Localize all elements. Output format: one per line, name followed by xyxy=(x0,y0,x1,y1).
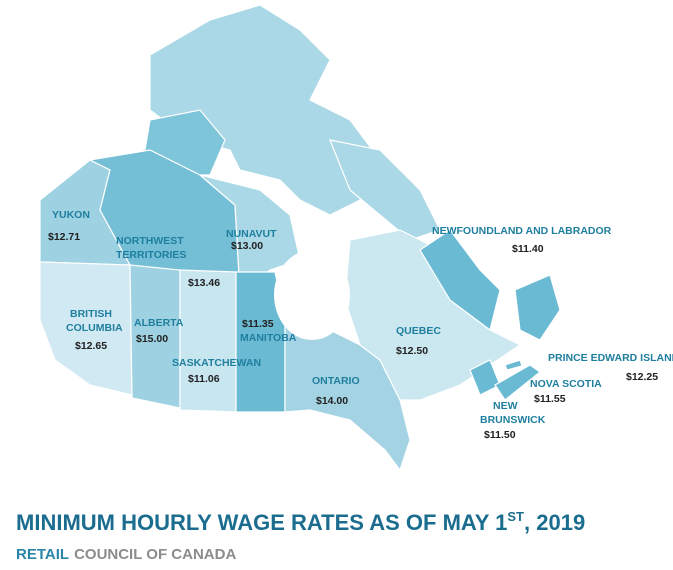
org-rest: COUNCIL OF CANADA xyxy=(74,546,236,563)
title-main: MINIMUM HOURLY WAGE RATES AS OF MAY 1 xyxy=(16,510,507,535)
hudson-bay xyxy=(274,250,350,340)
province-name: COLUMBIA xyxy=(66,322,123,334)
title-end: , 2019 xyxy=(524,510,585,535)
province-wage: $11.35 xyxy=(242,318,274,330)
newfoundland-island xyxy=(514,274,561,341)
province-wage: $12.65 xyxy=(75,340,107,352)
province-wage: $14.00 xyxy=(316,395,348,407)
province-name: SASKATCHEWAN xyxy=(172,357,261,369)
nova-scotia xyxy=(494,364,542,401)
labels: YUKON $12.71 NORTHWEST TERRITORIES $13.4… xyxy=(48,209,673,441)
saskatchewan xyxy=(179,269,237,413)
province-name: NOVA SCOTIA xyxy=(530,378,602,390)
footer-title: MINIMUM HOURLY WAGE RATES AS OF MAY 1ST,… xyxy=(16,509,585,535)
ontario xyxy=(284,319,411,472)
province-wage: $11.40 xyxy=(512,243,544,255)
province-name: NEWFOUNDLAND AND LABRADOR xyxy=(432,225,612,237)
footer-org: RETAIL COUNCIL OF CANADA xyxy=(16,546,236,563)
province-name: ONTARIO xyxy=(312,375,360,387)
newfoundland-labrador xyxy=(419,229,501,332)
province-name: NEW xyxy=(493,400,518,412)
map-shapes xyxy=(39,4,561,472)
org-highlight: RETAIL xyxy=(16,546,69,563)
province-wage: $13.46 xyxy=(188,277,220,289)
province-name: MANITOBA xyxy=(240,332,297,344)
baffin-island xyxy=(329,139,441,241)
province-wage: $11.50 xyxy=(484,429,516,441)
province-wage: $13.00 xyxy=(231,240,263,252)
province-wage: $12.71 xyxy=(48,231,80,243)
province-name: PRINCE EDWARD ISLAND xyxy=(548,352,673,364)
province-name: BRUNSWICK xyxy=(480,414,546,426)
province-wage: $11.55 xyxy=(534,393,566,405)
pei xyxy=(504,359,523,371)
province-name: BRITISH xyxy=(70,308,112,320)
province-name: YUKON xyxy=(52,209,90,221)
province-wage: $15.00 xyxy=(136,333,168,345)
province-wage: $12.50 xyxy=(396,345,428,357)
province-name: NORTHWEST xyxy=(116,235,184,247)
province-name: QUEBEC xyxy=(396,325,441,337)
province-name: TERRITORIES xyxy=(116,249,186,261)
province-wage: $11.06 xyxy=(188,373,220,385)
title-sup: ST xyxy=(507,509,524,524)
province-wage: $12.25 xyxy=(626,371,658,383)
province-name: ALBERTA xyxy=(134,317,184,329)
province-name: NUNAVUT xyxy=(226,228,277,240)
